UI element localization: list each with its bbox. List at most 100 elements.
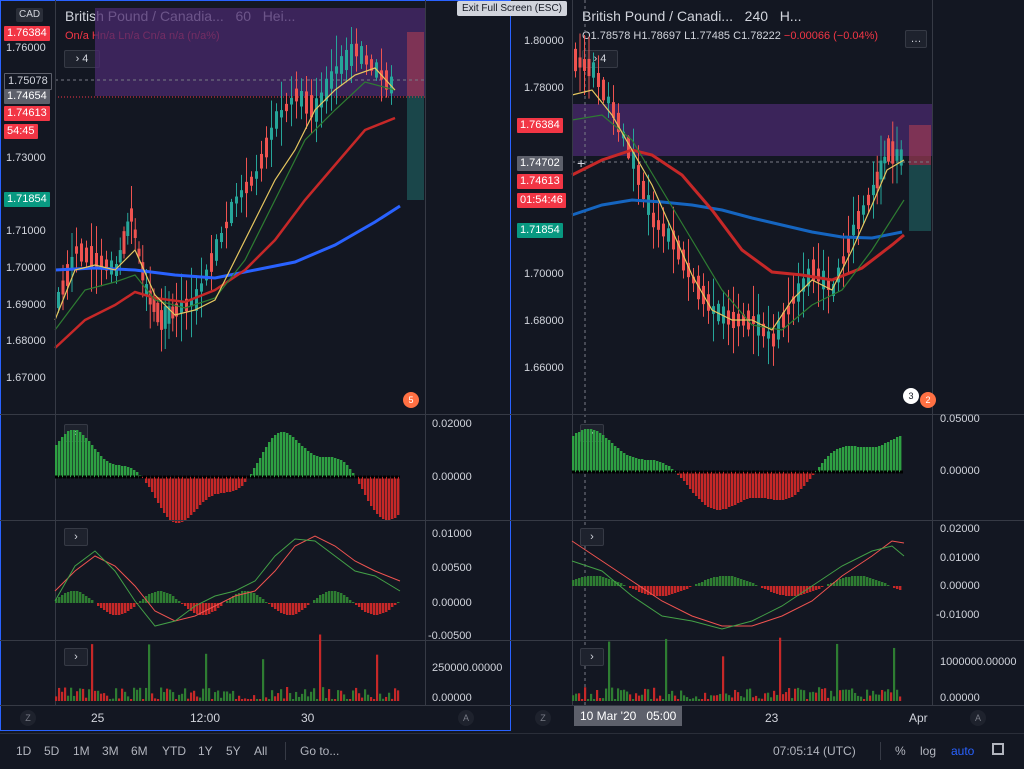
volume-bar xyxy=(289,693,292,701)
candle-body xyxy=(647,195,650,215)
range-1m[interactable]: 1M xyxy=(73,744,90,758)
volume-bar xyxy=(283,698,286,701)
left-vol-toggle[interactable]: › xyxy=(64,648,88,666)
osc1-bar xyxy=(761,472,764,498)
macd-bar xyxy=(602,577,605,586)
volume-bar xyxy=(319,634,322,701)
volume-bar xyxy=(845,689,848,701)
utc-clock[interactable]: 07:05:14 (UTC) xyxy=(773,744,856,758)
candle-body xyxy=(883,156,887,164)
right-osc2-toggle[interactable]: › xyxy=(580,528,604,546)
volume-bar xyxy=(731,697,734,701)
range-1y[interactable]: 1Y xyxy=(198,744,213,758)
flag-icon[interactable]: 5 xyxy=(403,392,419,408)
osc1-bar xyxy=(202,477,205,502)
macd-bar xyxy=(851,576,854,586)
osc1-bar xyxy=(295,440,298,477)
osc1-bar xyxy=(346,465,349,477)
osc1-bar xyxy=(659,462,662,472)
goto-date-button[interactable]: Go to... xyxy=(300,744,340,758)
macd-bar xyxy=(301,603,304,610)
candle-body xyxy=(677,240,680,260)
candle-body xyxy=(642,180,645,200)
volume-bar xyxy=(794,688,797,701)
range-all[interactable]: All xyxy=(254,744,268,758)
candle-body xyxy=(867,194,870,206)
right-indicators-toggle[interactable]: › 4 xyxy=(582,50,618,68)
volume-bar xyxy=(614,699,617,701)
flag-icon[interactable]: 2 xyxy=(920,392,936,408)
macd-bar xyxy=(656,586,659,596)
candle-body xyxy=(156,302,160,323)
osc1-bar xyxy=(370,477,373,506)
osc1-bar xyxy=(626,455,629,472)
right-zoom-button[interactable]: Z xyxy=(535,710,551,726)
osc1-bar xyxy=(755,472,758,498)
candle-body xyxy=(315,98,318,122)
volume-bar xyxy=(304,689,307,701)
macd-bar xyxy=(893,586,896,588)
macd-bar xyxy=(641,586,644,593)
macd-bar xyxy=(67,592,70,603)
volume-bar xyxy=(674,695,677,701)
exit-fullscreen-button[interactable]: Exit Full Screen (ESC) xyxy=(457,1,567,16)
macd-bar xyxy=(304,603,307,608)
osc1-bar xyxy=(650,460,653,472)
right-osc2-macd[interactable] xyxy=(571,521,932,636)
more-icon[interactable]: … xyxy=(905,30,927,48)
right-symbol-title[interactable]: British Pound / Canadi... 240 H... xyxy=(582,8,801,24)
candle-body xyxy=(637,165,640,185)
flag-icon[interactable]: 3 xyxy=(903,388,919,404)
left-osc2-toggle[interactable]: › xyxy=(64,528,88,546)
candle-body xyxy=(300,90,303,107)
candle-body xyxy=(270,127,273,140)
volume-bar xyxy=(256,699,259,701)
right-osc1-histogram[interactable] xyxy=(572,415,932,515)
left-osc1-histogram[interactable] xyxy=(55,415,425,523)
range-3m[interactable]: 3M xyxy=(102,744,119,758)
right-vol-toggle[interactable]: › xyxy=(580,648,604,666)
left-main-chart[interactable] xyxy=(54,0,425,410)
macd-bar xyxy=(361,603,364,610)
osc1-bar xyxy=(109,463,112,477)
range-5d[interactable]: 5D xyxy=(44,744,60,758)
macd-bar xyxy=(863,576,866,586)
macd-bar xyxy=(91,600,94,603)
candle-body xyxy=(66,264,69,286)
auto-scale-toggle[interactable]: auto xyxy=(951,744,975,758)
range-1d[interactable]: 1D xyxy=(16,744,32,758)
volume-bar xyxy=(100,693,103,701)
macd-bar xyxy=(64,593,67,603)
candle-body xyxy=(285,103,288,112)
macd-bar xyxy=(608,579,611,586)
left-pane-separator xyxy=(0,414,511,415)
candle-body xyxy=(70,256,74,269)
osc1-bar xyxy=(256,463,259,477)
right-main-chart[interactable] xyxy=(571,0,932,705)
macd-bar xyxy=(205,603,208,615)
left-zoom-button[interactable]: Z xyxy=(20,710,36,726)
range-ytd[interactable]: YTD xyxy=(162,744,186,758)
range-6m[interactable]: 6M xyxy=(131,744,148,758)
left-volume-bars[interactable] xyxy=(55,634,425,703)
range-5y[interactable]: 5Y xyxy=(226,744,241,758)
osc1-bar xyxy=(112,464,115,477)
osc1-bar xyxy=(352,473,355,477)
macd-bar xyxy=(689,586,692,587)
fullscreen-icon[interactable] xyxy=(992,743,1004,755)
percent-scale-toggle[interactable]: % xyxy=(895,744,906,758)
osc1-bar xyxy=(334,458,337,477)
left-osc2-macd[interactable] xyxy=(54,521,425,636)
right-auto-scale-button[interactable]: A xyxy=(970,710,986,726)
volume-bar xyxy=(842,689,845,701)
osc1-bar xyxy=(869,447,872,472)
osc1-bar xyxy=(704,472,707,505)
volume-bar xyxy=(220,697,223,701)
right-volume-bars[interactable] xyxy=(572,637,932,703)
volume-bar xyxy=(623,689,626,701)
log-scale-toggle[interactable]: log xyxy=(920,744,937,758)
osc1-bar xyxy=(223,477,226,493)
left-auto-scale-button[interactable]: A xyxy=(458,710,474,726)
macd-bar xyxy=(325,592,328,603)
candle-body xyxy=(767,331,770,339)
